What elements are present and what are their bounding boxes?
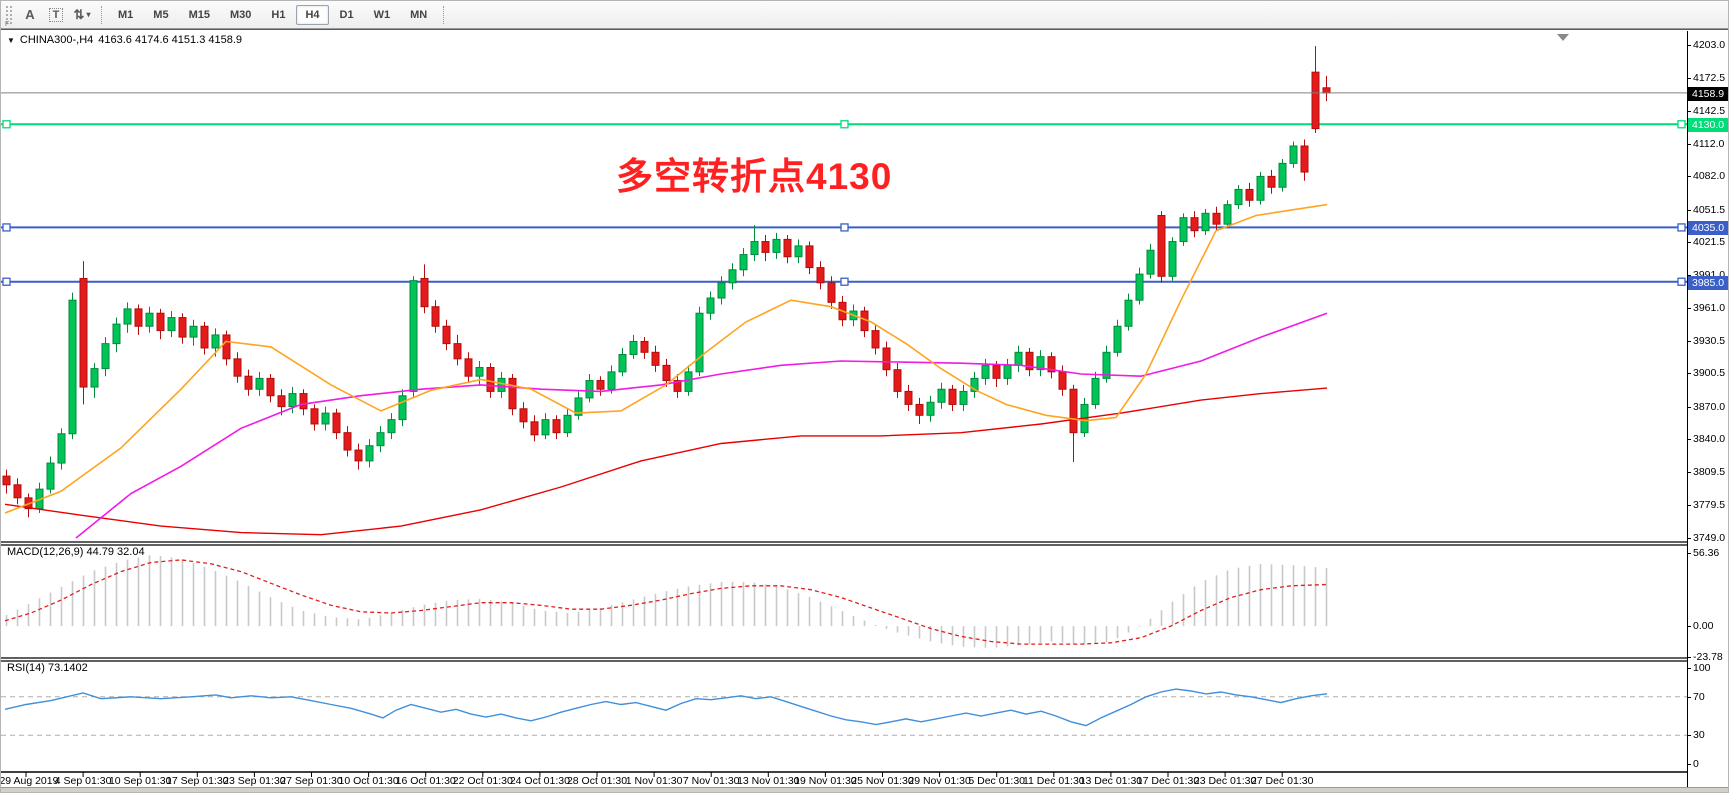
- chart-expand-icon[interactable]: ▼: [7, 35, 15, 45]
- line-handle[interactable]: [840, 277, 849, 286]
- date-tick-label: 22 Oct 01:30: [452, 775, 513, 787]
- rsi-tick-label: 100: [1688, 662, 1711, 674]
- macd-indicator-label: MACD(12,26,9) 44.79 32.04: [7, 546, 145, 558]
- timeframe-buttons-group: M1 M5 M15 M30 H1 H4 D1 W1 MN: [108, 4, 437, 25]
- toolbar-drag-handle[interactable]: F: [5, 4, 13, 28]
- line-handle[interactable]: [840, 223, 849, 232]
- date-tick-label: 7 Nov 01:30: [682, 775, 740, 787]
- text-box-icon[interactable]: T: [44, 4, 68, 26]
- timeframe-button-mn[interactable]: MN: [401, 5, 436, 25]
- price-tick-label: 3840.0: [1687, 433, 1726, 446]
- date-tick-label: 19 Nov 01:30: [794, 775, 857, 787]
- price-tick-label: 3809.5: [1687, 466, 1726, 479]
- price-badge-4035.0: 4035.0: [1688, 221, 1728, 236]
- macd-tick-label: 56.36: [1687, 546, 1720, 559]
- date-tick-label: 5 Dec 01:30: [968, 775, 1025, 787]
- price-tick-label: 3779.5: [1687, 498, 1726, 511]
- price-axis[interactable]: 4203.0 4172.5 4142.5 4112.0 4082.0 4051.5 4021…: [1687, 31, 1728, 787]
- price-tick-label: 3930.5: [1687, 334, 1726, 347]
- date-tick-label: 13 Nov 01:30: [737, 775, 800, 787]
- date-tick-label: 4 Sep 01:30: [54, 775, 112, 787]
- cursor-tools-icon[interactable]: ⇅ ▾: [73, 6, 91, 22]
- dropdown-caret-icon[interactable]: ▾: [86, 10, 91, 19]
- line-handle[interactable]: [2, 223, 11, 232]
- toolbar: F A T ⇅ ▾ M1 M5 M15 M30 H1 H4 D1 W1 MN: [1, 1, 1728, 29]
- date-tick-label: 17 Dec 01:30: [1136, 775, 1200, 787]
- chart-title: ▼ CHINA300-,H4 4163.6 4174.6 4151.3 4158…: [7, 34, 242, 46]
- line-handle[interactable]: [1677, 120, 1686, 129]
- price-tick-label: 3961.0: [1687, 301, 1726, 314]
- rsi-tick-label: 70: [1688, 690, 1705, 703]
- date-tick-label: 16 Oct 01:30: [395, 775, 456, 787]
- ohlc-values: 4163.6 4174.6 4151.3 4158.9: [98, 34, 243, 46]
- price-tick-label: 3900.5: [1687, 367, 1726, 380]
- date-axis[interactable]: 29 Aug 2019 4 Sep 01:30 10 Sep 01:30 17 Sep…: [1, 773, 1687, 788]
- timeframe-button-m15[interactable]: M15: [180, 5, 219, 25]
- chart-canvas[interactable]: [1, 31, 1687, 787]
- line-handle[interactable]: [2, 277, 11, 286]
- price-tick-label: 4051.5: [1687, 203, 1726, 216]
- price-tick-label: 4021.5: [1687, 236, 1726, 249]
- price-tick-label: 4142.5: [1687, 104, 1726, 117]
- date-tick-label: 11 Dec 01:30: [1022, 775, 1085, 787]
- date-tick-label: 23 Sep 01:30: [223, 775, 286, 787]
- date-tick-label: 10 Oct 01:30: [338, 775, 399, 787]
- date-tick-label: 10 Sep 01:30: [108, 775, 172, 787]
- price-badge-3985.0: 3985.0: [1688, 275, 1728, 290]
- price-tick-label: 4172.5: [1687, 72, 1726, 85]
- line-handle[interactable]: [1677, 277, 1686, 286]
- symbol-period-label: CHINA300-,H4: [19, 34, 94, 46]
- current-price-badge: 4158.9: [1688, 86, 1728, 101]
- price-tick-label: 4112.0: [1687, 137, 1725, 150]
- line-handle[interactable]: [1677, 223, 1686, 232]
- price-tick-label: 3749.0: [1687, 531, 1726, 544]
- timeframe-button-m30[interactable]: M30: [221, 5, 260, 25]
- ma-mid-magenta-line: [75, 312, 1328, 539]
- line-handle[interactable]: [840, 120, 849, 129]
- timeframe-button-h1[interactable]: H1: [262, 5, 294, 25]
- price-tick-label: 4082.0: [1687, 170, 1726, 183]
- toolbar-separator: [101, 5, 102, 24]
- drawing-tools-group: A T ⇅ ▾: [17, 4, 95, 26]
- ma-slow-red-line: [4, 387, 1328, 536]
- chart-annotation-text[interactable]: 多空转折点4130: [616, 156, 893, 197]
- date-tick-label: 29 Aug 2019: [0, 775, 59, 787]
- date-tick-label: 25 Nov 01:30: [851, 775, 914, 787]
- date-tick-label: 29 Nov 01:30: [908, 775, 971, 787]
- rsi-tick-label: 0: [1688, 758, 1699, 770]
- date-tick-label: 23 Dec 01:30: [1193, 775, 1257, 787]
- date-tick-label: 1 Nov 01:30: [625, 775, 683, 787]
- date-tick-label: 17 Sep 01:30: [166, 775, 229, 787]
- price-badge-4130.0: 4130.0: [1688, 118, 1728, 133]
- window-bottom-strip: [1, 787, 1728, 792]
- toolbar-separator: [443, 5, 445, 24]
- rsi-line: [4, 688, 1328, 727]
- timeframe-button-w1[interactable]: W1: [365, 5, 400, 25]
- timeframe-button-h4[interactable]: H4: [296, 4, 329, 25]
- chart-window[interactable]: ▼ CHINA300-,H4 4163.6 4174.6 4151.3 4158…: [1, 29, 1728, 792]
- timeframe-button-m1[interactable]: M1: [109, 5, 142, 25]
- text-label-icon[interactable]: A: [25, 7, 35, 22]
- rsi-tick-label: 30: [1688, 729, 1705, 742]
- macd-tick-label: 0.00: [1687, 620, 1714, 632]
- date-tick-label: 13 Dec 01:30: [1079, 775, 1143, 787]
- date-tick-label: 27 Sep 01:30: [280, 775, 343, 787]
- timeframe-button-m5[interactable]: M5: [144, 5, 177, 25]
- date-tick-label: 24 Oct 01:30: [509, 775, 570, 787]
- ma-fast-orange-line: [4, 203, 1328, 514]
- chart-shift-marker-icon[interactable]: [1557, 34, 1569, 41]
- rsi-indicator-label: RSI(14) 73.1402: [7, 662, 88, 674]
- date-tick-label: 28 Oct 01:30: [566, 775, 628, 787]
- line-handle[interactable]: [2, 120, 11, 129]
- price-tick-label: 3870.0: [1687, 400, 1726, 413]
- date-tick-label: 27 Dec 01:30: [1250, 775, 1314, 787]
- price-tick-label: 4203.0: [1687, 39, 1726, 51]
- timeframe-button-d1[interactable]: D1: [331, 5, 363, 25]
- macd-tick-label: -23.78: [1688, 650, 1723, 663]
